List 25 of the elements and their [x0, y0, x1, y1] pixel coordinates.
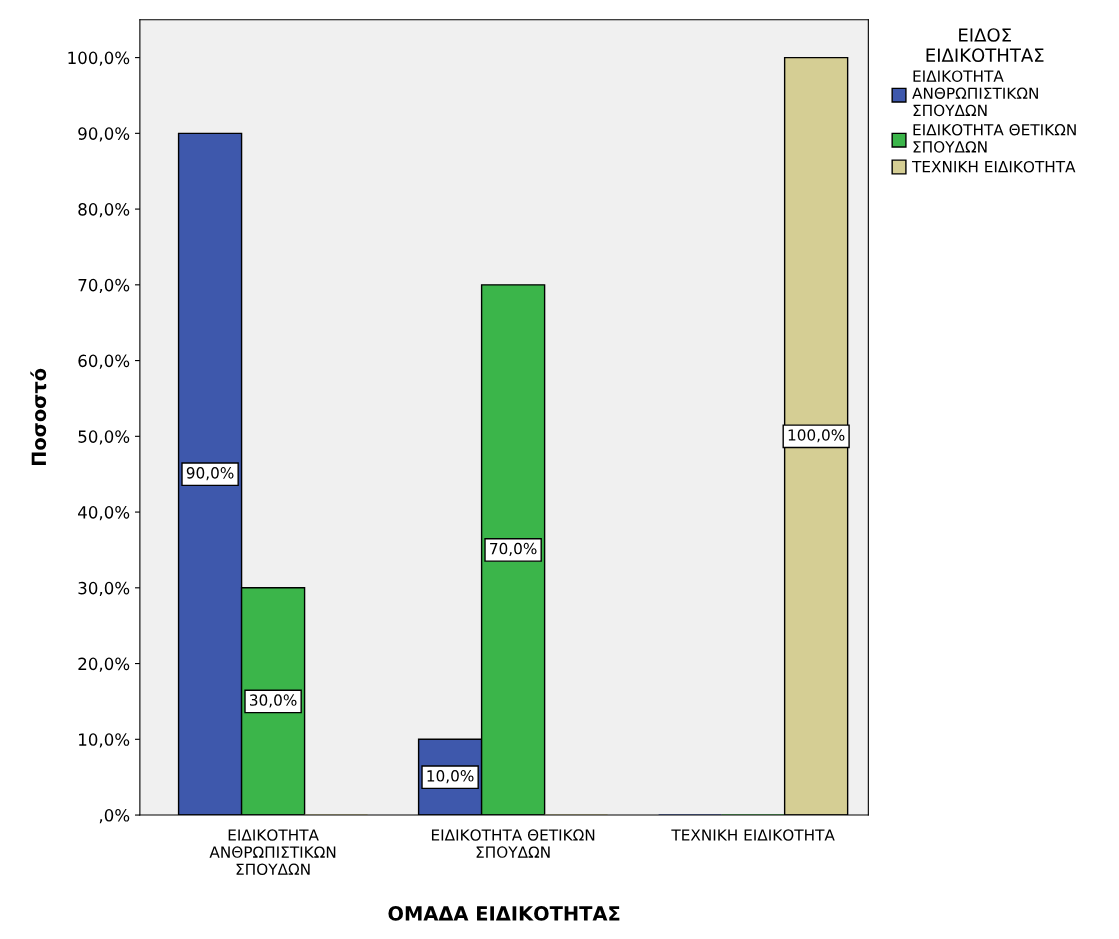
legend-label: ΕΙΔΙΚΟΤΗΤΑ ΘΕΤΙΚΩΝ ΣΠΟΥΔΩΝ	[913, 123, 1076, 153]
y-axis-title: Ποσοστό	[30, 368, 47, 466]
y-tick-label: 60,0%	[78, 354, 130, 369]
x-tick-label: ΕΙΔΙΚΟΤΗΤΑ ΑΝΘΡΩΠΙΣΤΙΚΩΝ ΣΠΟΥΔΩΝ	[209, 829, 336, 875]
y-tick-label: 40,0%	[78, 506, 130, 521]
y-tick-label: ,0%	[99, 809, 130, 824]
x-tick-label: ΤΕΧΝΙΚΗ ΕΙΔΙΚΟΤΗΤΑ	[671, 829, 835, 841]
x-tick-label: ΕΙΔΙΚΟΤΗΤΑ ΘΕΤΙΚΩΝ ΣΠΟΥΔΩΝ	[431, 829, 595, 858]
data-label: 70,0%	[490, 542, 537, 556]
data-label: 30,0%	[249, 694, 297, 708]
y-tick-label: 100,0%	[68, 51, 130, 66]
y-tick-label: 90,0%	[78, 127, 130, 142]
data-label: 100,0%	[788, 429, 845, 443]
y-tick-label: 80,0%	[78, 203, 130, 218]
y-tick-label: 20,0%	[78, 657, 130, 672]
y-tick-label: 70,0%	[78, 278, 130, 294]
x-axis-title: ΟΜΑΔΑ ΕΙΔΙΚΟΤΗΤΑΣ	[388, 906, 620, 921]
y-tick-label: 10,0%	[79, 733, 130, 748]
data-label: 90,0%	[186, 467, 234, 481]
y-tick-label: 50,0%	[78, 430, 130, 445]
y-tick-label: 30,0%	[78, 581, 130, 597]
legend-label: ΤΕΧΝΙΚΗ ΕΙΔΙΚΟΤΗΤΑ	[911, 160, 1076, 173]
legend-title: ΕΙΔΟΣ ΕΙΔΙΚΟΤΗΤΑΣ	[926, 28, 1044, 63]
legend-label: ΕΙΔΙΚΟΤΗΤΑ ΑΝΘΡΩΠΙΣΤΙΚΩΝ ΣΠΟΥΔΩΝ	[912, 70, 1038, 117]
data-label: 10,0%	[427, 770, 474, 784]
